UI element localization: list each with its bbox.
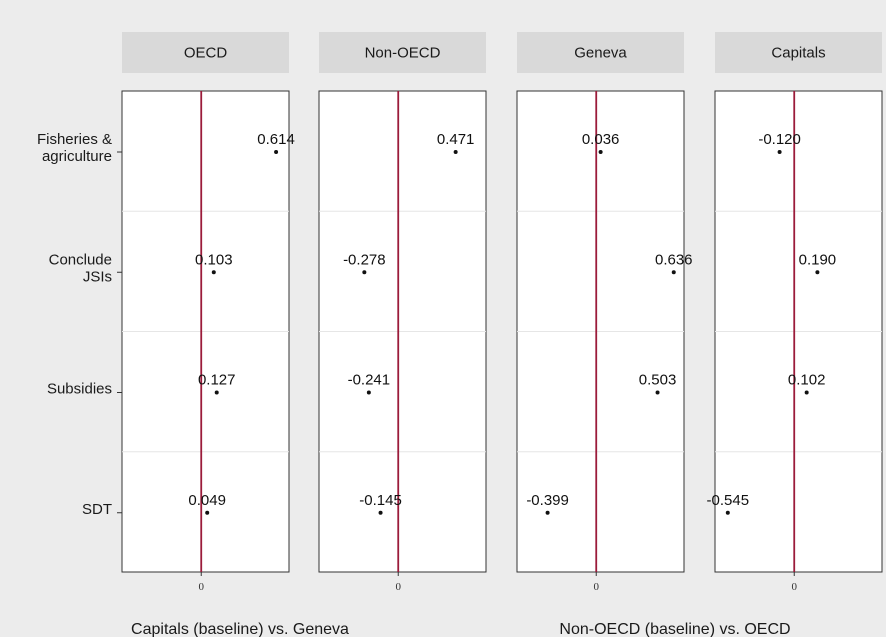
x-tick-label-0-0: 0 bbox=[198, 581, 204, 593]
data-point-0-2 bbox=[214, 390, 219, 395]
category-label-3-0: SDT bbox=[82, 501, 112, 518]
panel-title-1: Non-OECD bbox=[365, 45, 441, 62]
panel-strip-2 bbox=[517, 32, 684, 73]
x-tick-label-3-0: 0 bbox=[791, 581, 797, 593]
data-point-1-0 bbox=[453, 150, 458, 154]
category-label-1-0: Conclude bbox=[49, 251, 112, 268]
bottom-label-1: Non-OECD (baseline) vs. OECD bbox=[559, 621, 790, 637]
category-label-0-1: agriculture bbox=[42, 148, 112, 165]
data-point-2-3 bbox=[545, 510, 550, 515]
data-label-2-3: -0.399 bbox=[526, 492, 569, 509]
x-tick-label-1-0: 0 bbox=[395, 581, 401, 593]
data-label-0-1: 0.103 bbox=[195, 251, 233, 268]
data-point-3-1 bbox=[815, 270, 820, 275]
data-point-2-2 bbox=[655, 390, 660, 395]
data-label-3-1: 0.190 bbox=[799, 251, 837, 268]
data-label-3-2: 0.102 bbox=[788, 372, 826, 389]
category-label-1-1: JSIs bbox=[83, 268, 112, 285]
bottom-label-0: Capitals (baseline) vs. Geneva bbox=[131, 621, 349, 637]
data-label-1-0: 0.471 bbox=[437, 131, 475, 148]
data-label-2-0: 0.036 bbox=[582, 131, 620, 148]
data-point-0-0 bbox=[274, 150, 279, 154]
data-label-1-3: -0.145 bbox=[359, 492, 402, 509]
panel-strip-1 bbox=[319, 32, 486, 73]
data-point-2-0 bbox=[598, 150, 603, 154]
panel-title-0: OECD bbox=[184, 45, 228, 62]
data-label-0-3: 0.049 bbox=[188, 492, 226, 509]
data-point-1-3 bbox=[378, 510, 383, 515]
panel-strip-0 bbox=[122, 32, 289, 73]
panel-strip-3 bbox=[715, 32, 882, 73]
panel-title-3: Capitals bbox=[771, 45, 825, 62]
data-point-3-0 bbox=[777, 150, 782, 154]
data-point-1-2 bbox=[366, 390, 371, 395]
data-point-3-2 bbox=[804, 390, 809, 395]
data-label-0-2: 0.127 bbox=[198, 372, 236, 389]
data-label-3-0: -0.120 bbox=[758, 131, 801, 148]
data-point-0-3 bbox=[205, 510, 210, 515]
category-label-0-0: Fisheries & bbox=[37, 131, 112, 148]
data-point-3-3 bbox=[725, 510, 730, 515]
category-label-2-0: Subsidies bbox=[47, 381, 112, 398]
data-label-1-1: -0.278 bbox=[343, 251, 386, 268]
data-label-3-3: -0.545 bbox=[707, 492, 750, 509]
x-tick-label-2-0: 0 bbox=[593, 581, 599, 593]
data-label-2-1: 0.636 bbox=[655, 251, 693, 268]
data-label-1-2: -0.241 bbox=[348, 372, 391, 389]
data-point-0-1 bbox=[211, 270, 216, 275]
data-label-0-0: 0.614 bbox=[257, 131, 295, 148]
data-label-2-2: 0.503 bbox=[639, 372, 677, 389]
data-point-1-1 bbox=[362, 270, 367, 275]
panel-title-2: Geneva bbox=[574, 45, 627, 62]
data-point-2-1 bbox=[671, 270, 676, 275]
